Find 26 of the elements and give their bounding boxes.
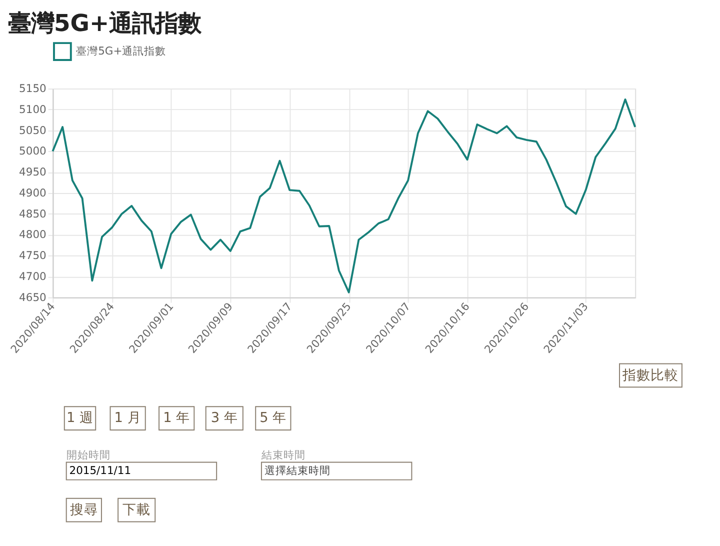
- text: 1 年: [163, 410, 190, 426]
- text: 1 月: [114, 410, 142, 426]
- y-tick-label: 4850: [19, 207, 47, 220]
- y-tick-label: 4750: [19, 249, 47, 262]
- legend-label: 臺灣5G+通訊指數: [76, 44, 166, 58]
- y-tick-label: 5000: [19, 144, 47, 158]
- chart-title: 臺灣5G+通訊指數: [8, 9, 202, 38]
- y-tick-label: 5100: [19, 102, 47, 116]
- text: 選擇結束時間: [264, 464, 330, 477]
- text: 1 週: [66, 410, 94, 426]
- y-tick-label: 5150: [19, 82, 47, 95]
- text: 指數比較: [622, 367, 679, 384]
- y-tick-label: 4950: [19, 166, 47, 179]
- text: 5 年: [260, 410, 287, 426]
- text: 開始時間: [66, 448, 110, 462]
- line-series: [52, 98, 636, 294]
- text: 3 年: [210, 410, 238, 426]
- y-tick-label: 4700: [19, 270, 47, 283]
- text: 結束時間: [260, 448, 306, 462]
- y-tick-label: 4800: [19, 228, 47, 242]
- y-tick-label: 4650: [19, 290, 47, 304]
- y-tick-label: 5050: [19, 124, 47, 137]
- text: 搜尋: [70, 502, 98, 518]
- text: 2015/11/11: [69, 464, 132, 477]
- text: 下載: [122, 502, 151, 518]
- y-tick-label: 4900: [19, 186, 47, 200]
